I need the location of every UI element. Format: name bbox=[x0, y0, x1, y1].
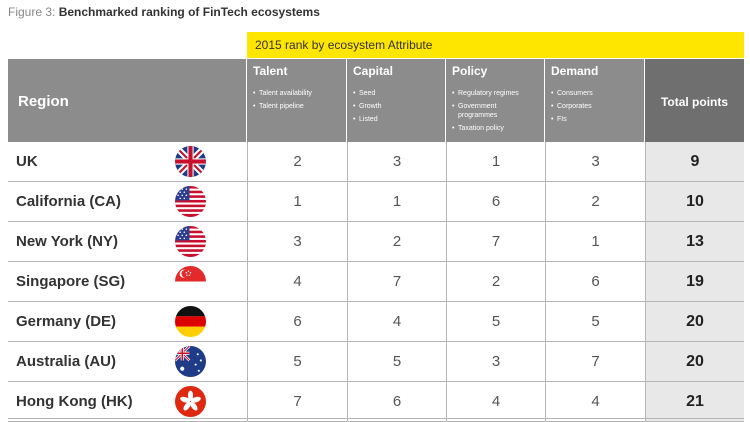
policy-rank: 5 bbox=[446, 302, 545, 341]
demand-item: FIs bbox=[551, 115, 638, 124]
germany-flag-icon bbox=[175, 306, 206, 337]
policy-header: Policy Regulatory regimes Government pro… bbox=[446, 59, 544, 142]
total-points: 10 bbox=[645, 182, 744, 221]
australia-flag-icon bbox=[175, 346, 206, 377]
table-row: Germany (DE) 6 4 5 5 20 bbox=[8, 302, 744, 342]
table-row: New York (NY) 3 2 7 1 13 bbox=[8, 222, 744, 262]
region-name: Singapore (SG) bbox=[16, 273, 126, 290]
figure-title: Benchmarked ranking of FinTech ecosystem… bbox=[58, 5, 320, 19]
demand-rank: 4 bbox=[545, 382, 645, 421]
capital-rank: 6 bbox=[347, 382, 446, 421]
uk-flag-icon bbox=[175, 146, 206, 177]
table-row: Singapore (SG) 4 7 2 6 19 bbox=[8, 262, 744, 302]
capital-rank: 3 bbox=[347, 142, 446, 181]
total-points: 20 bbox=[645, 342, 744, 381]
policy-rank: 1 bbox=[446, 142, 545, 181]
demand-rank: 1 bbox=[545, 222, 645, 261]
demand-rank: 5 bbox=[545, 302, 645, 341]
talent-header: Talent Talent availability Talent pipeli… bbox=[247, 59, 346, 142]
talent-item: Talent pipeline bbox=[253, 102, 340, 111]
table-row: Australia (AU) 5 5 3 7 20 bbox=[8, 342, 744, 382]
capital-item: Seed bbox=[353, 89, 439, 98]
talent-rank: 6 bbox=[247, 302, 347, 341]
capital-header-label: Capital bbox=[353, 64, 394, 78]
capital-rank: 1 bbox=[347, 182, 446, 221]
policy-rank: 7 bbox=[446, 222, 545, 261]
total-header-label: Total points bbox=[660, 95, 729, 109]
talent-rank: 2 bbox=[247, 142, 347, 181]
policy-item: Taxation policy bbox=[452, 124, 538, 133]
region-name: UK bbox=[16, 153, 38, 170]
demand-item: Consumers bbox=[551, 89, 638, 98]
table-row: Hong Kong (HK) 7 6 4 4 21 bbox=[8, 382, 744, 422]
demand-header: Demand Consumers Corporates FIs bbox=[545, 59, 644, 142]
total-points: 13 bbox=[645, 222, 744, 261]
region-header: Region bbox=[8, 59, 246, 142]
total-points: 21 bbox=[645, 382, 744, 421]
demand-rank: 7 bbox=[545, 342, 645, 381]
table-bottom-rule bbox=[8, 418, 744, 419]
us-flag-icon bbox=[175, 186, 206, 217]
policy-header-label: Policy bbox=[452, 64, 488, 78]
policy-rank: 2 bbox=[446, 262, 545, 301]
capital-rank: 4 bbox=[347, 302, 446, 341]
figure-caption: Figure 3: Benchmarked ranking of FinTech… bbox=[8, 5, 320, 19]
talent-rank: 3 bbox=[247, 222, 347, 261]
figure-label: Figure 3: bbox=[8, 5, 56, 19]
policy-rank: 3 bbox=[446, 342, 545, 381]
demand-item: Corporates bbox=[551, 102, 638, 111]
capital-item: Growth bbox=[353, 102, 439, 111]
total-points: 19 bbox=[645, 262, 744, 301]
capital-header: Capital Seed Growth Listed bbox=[347, 59, 445, 142]
singapore-flag-icon bbox=[175, 266, 206, 297]
region-name: Hong Kong (HK) bbox=[16, 393, 133, 410]
region-name: Germany (DE) bbox=[16, 313, 117, 330]
capital-rank: 7 bbox=[347, 262, 446, 301]
talent-rank: 4 bbox=[247, 262, 347, 301]
us-flag-icon bbox=[175, 226, 206, 257]
total-points: 9 bbox=[645, 142, 744, 181]
region-name: Australia (AU) bbox=[16, 353, 117, 370]
policy-rank: 6 bbox=[446, 182, 545, 221]
table-row: California (CA) 1 1 6 2 10 bbox=[8, 182, 744, 222]
demand-rank: 3 bbox=[545, 142, 645, 181]
region-name: New York (NY) bbox=[16, 233, 118, 250]
policy-item: Regulatory regimes bbox=[452, 89, 538, 98]
talent-item: Talent availability bbox=[253, 89, 340, 98]
demand-header-label: Demand bbox=[551, 64, 599, 78]
capital-rank: 2 bbox=[347, 222, 446, 261]
policy-item: Government programmes bbox=[452, 102, 518, 120]
demand-rank: 6 bbox=[545, 262, 645, 301]
talent-rank: 1 bbox=[247, 182, 347, 221]
talent-rank: 5 bbox=[247, 342, 347, 381]
talent-header-label: Talent bbox=[253, 64, 288, 78]
policy-rank: 4 bbox=[446, 382, 545, 421]
hong-kong-flag-icon bbox=[175, 386, 206, 417]
capital-rank: 5 bbox=[347, 342, 446, 381]
region-name: California (CA) bbox=[16, 193, 121, 210]
total-points: 20 bbox=[645, 302, 744, 341]
total-header: Total points bbox=[645, 59, 744, 142]
talent-rank: 7 bbox=[247, 382, 347, 421]
group-header: 2015 rank by ecosystem Attribute bbox=[247, 32, 744, 58]
region-header-label: Region bbox=[18, 93, 69, 110]
demand-rank: 2 bbox=[545, 182, 645, 221]
capital-item: Listed bbox=[353, 115, 439, 124]
